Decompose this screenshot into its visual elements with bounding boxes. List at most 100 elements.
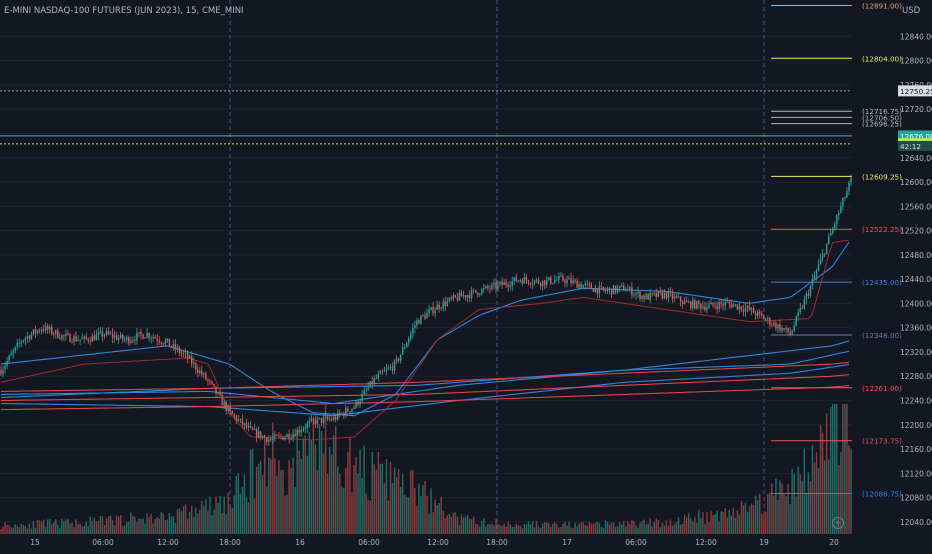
y-tick-label: 12320.00	[900, 348, 932, 357]
candle-body	[209, 380, 211, 382]
volume-bar	[349, 436, 351, 534]
volume-bar	[698, 509, 700, 534]
chart-title: E-MINI NASDAQ-100 FUTURES (JUN 2023), 15…	[4, 6, 244, 16]
volume-bar	[815, 451, 818, 534]
volume-bar	[353, 464, 355, 534]
candle-body	[270, 439, 272, 441]
volume-bar	[0, 529, 2, 534]
countdown-label: 42:12	[900, 142, 921, 151]
volume-bar	[805, 493, 808, 534]
candle-body	[552, 282, 554, 284]
candle-body	[844, 197, 846, 199]
candle-body	[308, 420, 311, 424]
volume-bar	[564, 521, 566, 534]
candle-body	[657, 291, 659, 297]
candle-body	[259, 431, 262, 438]
candle-body	[38, 330, 41, 332]
candle-body	[36, 330, 39, 334]
volume-bar	[694, 516, 696, 534]
price-tag-label: 12750.25	[900, 87, 932, 96]
candle-body	[479, 294, 481, 296]
candle-body	[186, 353, 189, 359]
volume-bar	[791, 468, 793, 534]
candle-body	[643, 295, 645, 300]
candle-body	[117, 337, 120, 340]
candle-body	[274, 434, 276, 439]
volume-bar	[304, 435, 307, 534]
volume-bar	[77, 524, 79, 534]
candle-body	[67, 333, 69, 335]
volume-bar	[489, 524, 491, 534]
candle-body	[146, 333, 148, 338]
volume-bar	[381, 463, 384, 534]
volume-bar	[726, 517, 728, 534]
x-tick-label: 16	[295, 538, 305, 547]
candle-body	[373, 378, 375, 385]
lightning-icon[interactable]	[832, 517, 844, 529]
volume-bar	[649, 518, 651, 534]
volume-bar	[633, 521, 635, 534]
candle-body	[233, 414, 236, 416]
moving-average-line	[0, 361, 850, 392]
moving-average-line	[0, 241, 850, 417]
candle-body	[122, 334, 124, 340]
volume-bar	[720, 511, 722, 534]
x-tick-label: 06:00	[625, 538, 647, 547]
candle-body	[8, 355, 10, 361]
candle-body	[34, 329, 37, 334]
candle-body	[645, 294, 647, 300]
candle-body	[448, 297, 451, 302]
candle-body	[16, 342, 18, 347]
volume-bar	[345, 467, 347, 534]
candle-body	[720, 302, 722, 305]
candle-body	[604, 290, 607, 292]
volume-bar	[655, 518, 657, 534]
candle-body	[576, 280, 578, 288]
volume-bar	[679, 524, 682, 534]
candle-body	[253, 428, 256, 430]
candle-body	[651, 293, 653, 294]
moving-average-line	[0, 385, 850, 411]
volume-bar	[221, 513, 223, 534]
candle-body	[614, 285, 617, 292]
candle-body	[850, 178, 852, 183]
volume-bar	[687, 513, 690, 534]
volume-bar	[363, 445, 365, 534]
volume-bar	[765, 511, 767, 534]
volume-bar	[485, 526, 487, 534]
candle-body	[763, 315, 765, 320]
volume-bar	[233, 495, 236, 534]
candle-body	[748, 306, 751, 310]
volume-bar	[286, 494, 288, 534]
candle-body	[176, 347, 179, 350]
price-tag-box	[898, 130, 932, 142]
volume-bar	[119, 515, 122, 534]
volume-bar	[347, 452, 349, 534]
price-tag-label: 12676.00	[900, 132, 932, 141]
volume-bar	[675, 521, 678, 534]
volume-bar	[44, 526, 47, 534]
volume-bar	[369, 500, 371, 534]
volume-bar	[128, 521, 130, 534]
volume-bar	[180, 511, 183, 534]
candle-body	[389, 366, 392, 368]
volume-bar	[16, 525, 18, 534]
candle-body	[168, 338, 171, 347]
x-tick-label: 12:00	[695, 538, 717, 547]
volume-bar	[647, 523, 649, 534]
volume-bar	[154, 519, 156, 534]
volume-bar	[584, 524, 586, 534]
volume-bar	[395, 476, 398, 534]
volume-bar	[203, 506, 205, 534]
volume-bar	[136, 522, 138, 534]
volume-bar	[838, 465, 840, 534]
level-label: (12716.75)	[862, 107, 902, 116]
volume-bar	[499, 524, 501, 534]
volume-bar	[452, 512, 455, 534]
volume-bar	[645, 524, 647, 534]
candle-body	[381, 371, 384, 373]
volume-bar	[412, 469, 414, 534]
level-label: (12173.75)	[862, 437, 902, 446]
candle-body	[18, 342, 20, 344]
